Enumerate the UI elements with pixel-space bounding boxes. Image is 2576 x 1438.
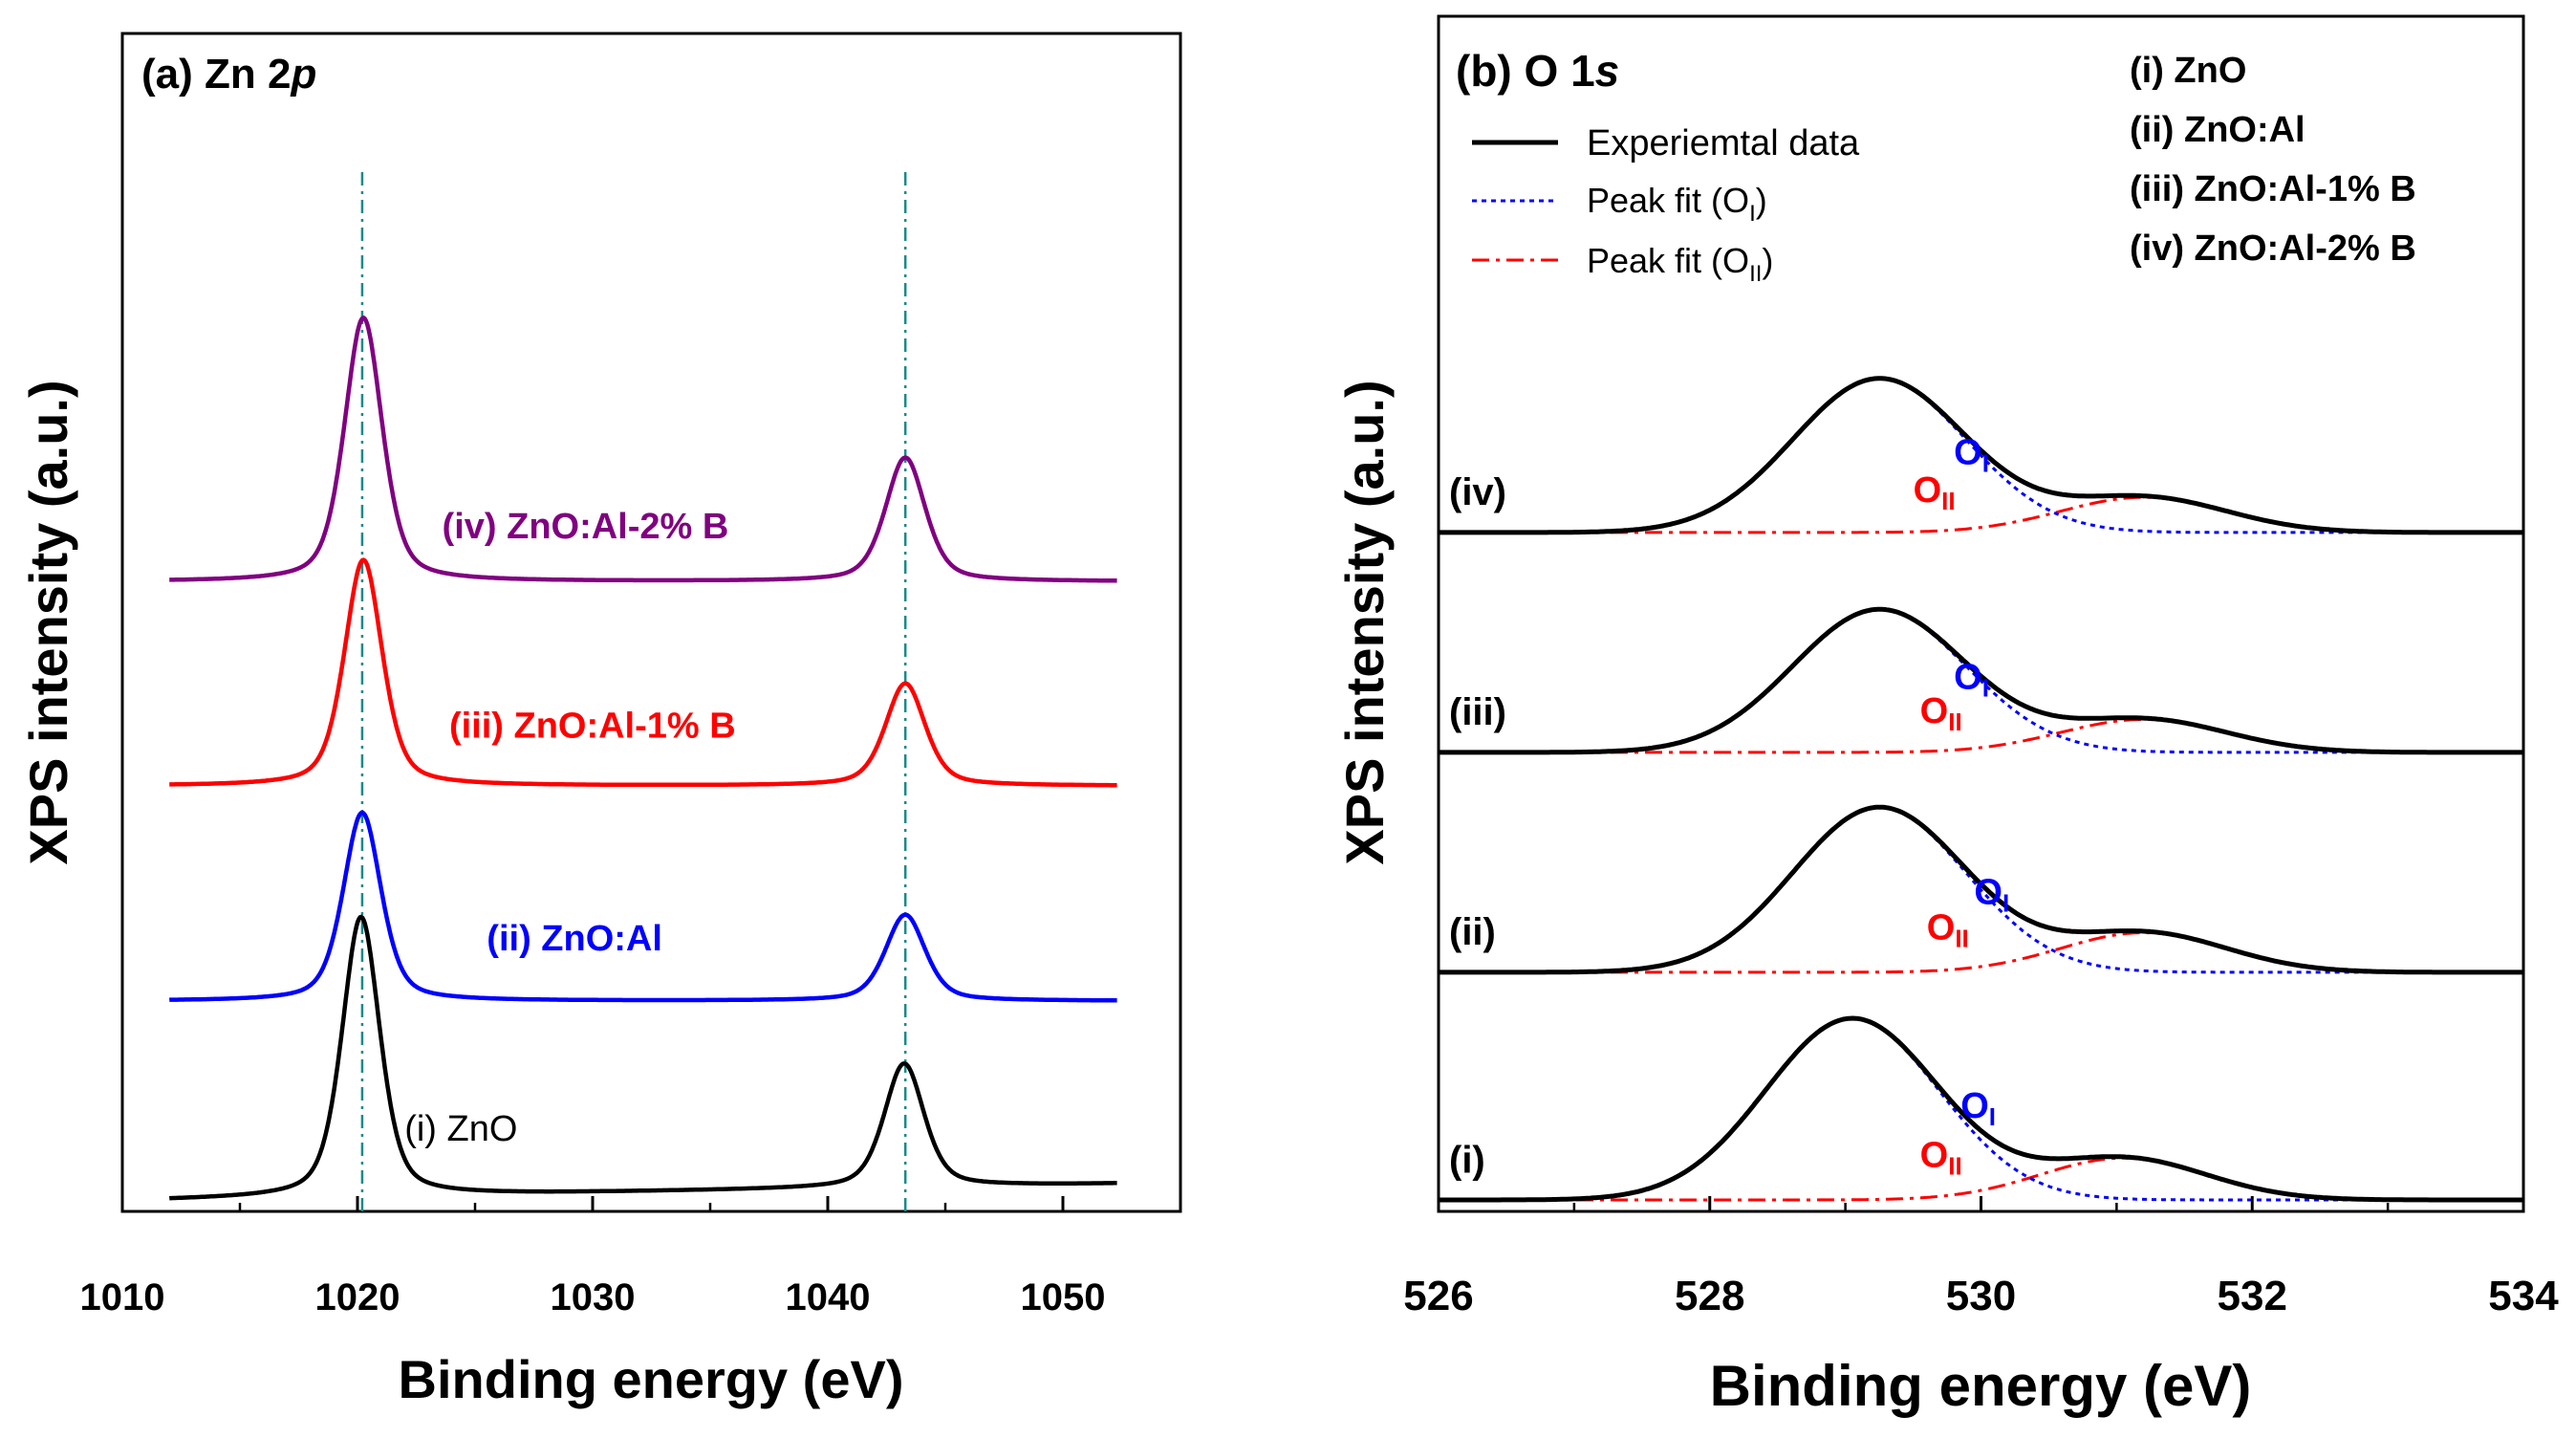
- panel-a-reference-lines: [360, 172, 907, 1211]
- fit-oi-line: [1439, 1016, 2523, 1202]
- fit-oii-line: [1439, 1156, 2523, 1202]
- panel-a-ylabel: XPS intensity (a.u.): [18, 380, 78, 864]
- oii-label: OII: [1914, 470, 1956, 515]
- panel-b-xlabel: Binding energy (eV): [1710, 1354, 2252, 1418]
- series-label: (ii) ZnO:Al: [487, 919, 662, 959]
- sample-label: (iii): [1449, 691, 1506, 733]
- x-tick-label: 534: [2488, 1273, 2559, 1319]
- sample-label: (i): [1449, 1139, 1485, 1181]
- sample-list-item: (i) ZnO: [2130, 51, 2246, 91]
- panel-a-xlabel: Binding energy (eV): [399, 1349, 904, 1409]
- sample-list-item: (iv) ZnO:Al-2% B: [2130, 229, 2416, 269]
- series-label: (iii) ZnO:Al-1% B: [449, 706, 736, 746]
- oii-label: OII: [1920, 1136, 1962, 1181]
- oii-label: OII: [1920, 691, 1962, 736]
- fit-oii-line: [1439, 930, 2523, 974]
- panel-b: (b) O 1s Experiemtal data Peak fit (OI) …: [1334, 14, 2559, 1418]
- fit-oi-line: [1439, 806, 2523, 974]
- panel-b-curves: [1439, 376, 2523, 1203]
- x-tick-label: 1040: [786, 1276, 871, 1318]
- sample-list-item: (ii) ZnO:Al: [2130, 110, 2305, 150]
- panel-b-sample-list: (i) ZnO (ii) ZnO:Al (iii) ZnO:Al-1% B (i…: [2130, 51, 2416, 269]
- x-tick-label: 1050: [1021, 1276, 1106, 1318]
- panel-a-x-ticks: 1010 1020 1030 1040 1050: [80, 1196, 1106, 1318]
- panel-b-title: (b) O 1s: [1456, 46, 1619, 96]
- x-tick-label: 526: [1403, 1273, 1473, 1319]
- series-line: [169, 557, 1117, 788]
- panel-a-curves: [169, 315, 1117, 1201]
- panel-a-title: (a) Zn 2p: [141, 51, 316, 98]
- series-line: [169, 914, 1117, 1201]
- experimental-line: [1439, 804, 2523, 975]
- series-line: [169, 810, 1117, 1003]
- experimental-line: [1439, 1015, 2523, 1203]
- legend-label-oii: Peak fit (OII): [1587, 241, 1773, 287]
- oi-label: OI: [1960, 1086, 1996, 1131]
- oi-label: OI: [1954, 657, 1989, 702]
- panel-a-frame: [120, 32, 1182, 1213]
- sample-label: (iv): [1449, 471, 1506, 513]
- x-tick-label: 530: [1946, 1273, 2016, 1319]
- sample-list-item: (iii) ZnO:Al-1% B: [2130, 169, 2416, 209]
- oi-label: OI: [1954, 433, 1989, 478]
- x-tick-label: 528: [1675, 1273, 1744, 1319]
- series-label: (i) ZnO: [404, 1109, 517, 1149]
- experimental-line: [1439, 606, 2523, 755]
- panel-a: (a) Zn 2p (i) ZnO (ii) ZnO:Al (iii) ZnO:Al…: [18, 32, 1182, 1409]
- x-tick-label: 1010: [80, 1276, 165, 1318]
- panel-b-x-ticks: 526 528 530 532 534: [1403, 1196, 2559, 1319]
- experimental-line: [1439, 376, 2523, 535]
- series-label: (iv) ZnO:Al-2% B: [443, 507, 729, 547]
- series-line: [169, 315, 1117, 583]
- sample-label: (ii): [1449, 911, 1496, 953]
- legend-label-oi: Peak fit (OI): [1587, 181, 1767, 227]
- panel-a-series-labels: (i) ZnO (ii) ZnO:Al (iii) ZnO:Al-1% B (iv) …: [404, 507, 736, 1149]
- x-tick-label: 1020: [315, 1276, 400, 1318]
- panel-b-legend: Experiemtal data Peak fit (OI) Peak fit …: [1472, 123, 1860, 287]
- legend-label-experimental: Experiemtal data: [1587, 123, 1860, 163]
- panel-b-ylabel: XPS intensity (a.u.): [1334, 380, 1395, 864]
- fit-oii-line: [1439, 495, 2523, 534]
- fit-oii-line: [1439, 718, 2523, 754]
- oi-label: OI: [1974, 873, 2009, 918]
- oii-label: OII: [1927, 907, 1969, 952]
- x-tick-label: 1030: [551, 1276, 636, 1318]
- x-tick-label: 532: [2218, 1273, 2287, 1319]
